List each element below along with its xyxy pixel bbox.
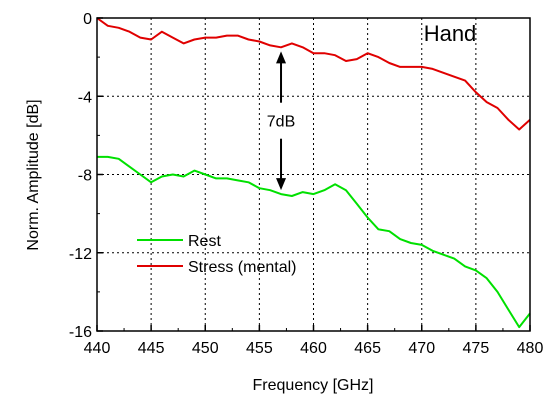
series-lines (96, 17, 531, 329)
legend: Rest Stress (mental) (137, 233, 296, 276)
chart-title: Hand (424, 21, 477, 46)
annotation-label: 7dB (267, 114, 295, 131)
y-tick-labels: 0 -4 -8 -12 -16 (69, 11, 92, 341)
y-tick-label: -12 (69, 246, 92, 263)
legend-label-stress: Stress (mental) (188, 259, 296, 276)
difference-annotation: 7dB (267, 51, 295, 191)
y-tick-label: -16 (69, 324, 92, 341)
grid-lines (97, 18, 530, 331)
y-tick-label: -4 (78, 89, 92, 106)
x-tick-label: 450 (192, 340, 219, 357)
axis-ticks (96, 17, 531, 332)
annotation-arrowhead-down (276, 178, 287, 191)
y-axis-title: Norm. Amplitude [dB] (25, 99, 42, 250)
legend-label-rest: Rest (188, 233, 221, 250)
x-tick-label: 475 (463, 340, 490, 357)
x-tick-label: 440 (84, 340, 111, 357)
x-tick-label: 460 (300, 340, 327, 357)
x-tick-label: 470 (408, 340, 435, 357)
series-line-rest (97, 155, 531, 329)
x-axis-title: Frequency [GHz] (253, 377, 374, 394)
series-line-stress (96, 17, 531, 131)
y-tick-label: 0 (83, 11, 92, 28)
x-tick-label: 480 (517, 340, 544, 357)
y-tick-label: -8 (78, 168, 92, 185)
x-tick-label: 465 (354, 340, 381, 357)
annotation-arrowhead-up (276, 51, 287, 64)
x-tick-label: 445 (138, 340, 165, 357)
x-tick-label: 455 (246, 340, 273, 357)
x-tick-labels: 440 445 450 455 460 465 470 475 480 (84, 340, 544, 357)
